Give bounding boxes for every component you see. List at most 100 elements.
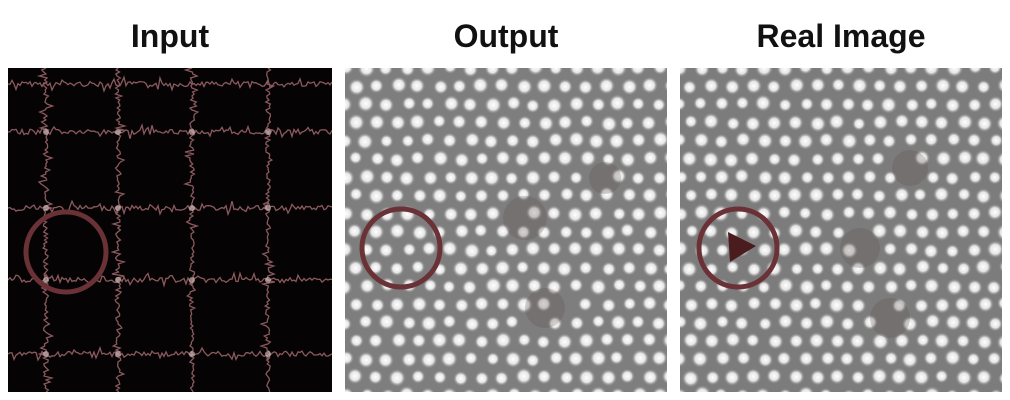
lattice-atom xyxy=(536,149,553,166)
lattice-atom xyxy=(976,79,991,95)
lattice-atom xyxy=(996,115,1002,132)
lattice-dark-patch xyxy=(503,196,547,240)
lattice-atom xyxy=(788,333,805,349)
lattice-atom xyxy=(933,296,951,314)
lattice-atom xyxy=(922,243,940,260)
lattice-atom xyxy=(986,203,1002,221)
lattice-atom xyxy=(987,170,1002,185)
lattice-atom xyxy=(693,169,709,184)
lattice-atom xyxy=(600,297,617,314)
lattice-atom xyxy=(966,387,982,392)
lattice-atom xyxy=(587,132,606,151)
lattice-atom xyxy=(987,68,1002,75)
lattice-atom xyxy=(349,333,364,349)
lattice-atom xyxy=(809,115,827,133)
lattice-atom xyxy=(400,133,415,148)
lattice-atom xyxy=(630,205,647,223)
lattice-atom xyxy=(955,369,973,387)
lattice-atom xyxy=(703,77,720,94)
lattice-atom xyxy=(527,387,543,392)
lattice-atom xyxy=(482,133,499,150)
lattice-atom xyxy=(807,186,826,204)
lattice-atom xyxy=(377,351,394,369)
lattice-atom xyxy=(515,78,533,96)
lattice-atom xyxy=(360,387,374,392)
input-highlight-circle xyxy=(23,209,109,295)
lattice-atom xyxy=(839,279,856,295)
lattice-atom xyxy=(848,332,866,350)
grid-intersection xyxy=(265,277,271,283)
lattice-atom xyxy=(914,258,932,275)
lattice-atom xyxy=(440,239,459,258)
lattice-atom xyxy=(839,316,856,332)
lattice-atom xyxy=(818,96,835,113)
lattice-atom xyxy=(956,187,972,202)
lattice-atom xyxy=(967,68,983,75)
lattice-atom xyxy=(956,148,974,167)
lattice-atom xyxy=(736,350,752,366)
lattice-atom xyxy=(829,261,846,277)
lattice-atom xyxy=(546,205,562,221)
grid-intersection xyxy=(189,351,195,357)
lattice-atom xyxy=(463,169,481,187)
lattice-atom xyxy=(715,314,730,329)
lattice-atom xyxy=(800,170,815,185)
lattice-atom xyxy=(934,369,949,384)
grid-intersection xyxy=(43,129,49,135)
lattice-atom xyxy=(546,169,562,185)
lattice-atom xyxy=(651,97,666,112)
lattice-atom xyxy=(694,68,710,77)
lattice-atom xyxy=(662,150,667,165)
lattice-atom xyxy=(945,68,964,78)
lattice-atom xyxy=(398,385,416,392)
lattice-atom xyxy=(388,369,406,387)
lattice-atom xyxy=(915,332,931,348)
lattice-atom xyxy=(693,385,712,392)
lattice-atom xyxy=(989,133,1002,148)
lattice-atom xyxy=(776,68,794,78)
lattice-atom xyxy=(430,331,449,349)
lattice-atom xyxy=(683,114,698,129)
lattice-atom xyxy=(704,296,720,312)
lattice-atom xyxy=(842,389,856,392)
lattice-atom xyxy=(587,205,605,222)
lattice-atom xyxy=(808,296,823,311)
lattice-atom xyxy=(680,206,689,223)
lattice-atom xyxy=(631,385,649,392)
lattice-atom xyxy=(935,260,951,276)
lattice-atom xyxy=(536,368,552,385)
lattice-atom xyxy=(819,387,833,392)
lattice-atom xyxy=(692,131,710,149)
lattice-atom xyxy=(912,368,931,387)
lattice-atom xyxy=(641,368,659,386)
lattice-atom xyxy=(798,350,815,367)
lattice-atom xyxy=(786,152,802,168)
lattice-atom xyxy=(903,132,919,147)
lattice-atom xyxy=(974,258,992,276)
lattice-atom xyxy=(883,68,900,77)
lattice-atom xyxy=(345,68,354,76)
lattice-atom xyxy=(871,259,889,277)
lattice-atom xyxy=(923,277,941,295)
lattice-atom xyxy=(442,206,460,223)
lattice-atom xyxy=(968,169,983,185)
lattice-dark-patch xyxy=(525,288,565,328)
lattice-atom xyxy=(556,149,574,167)
lattice-atom xyxy=(408,112,427,131)
real-highlight-circle xyxy=(696,206,780,290)
lattice-atom xyxy=(766,187,783,204)
lattice-atom xyxy=(557,78,573,95)
lattice-atom xyxy=(924,206,941,223)
lattice-atom xyxy=(619,115,635,131)
lattice-atom xyxy=(914,78,930,94)
grid-intersection xyxy=(189,205,195,211)
grid-trace-horizontal xyxy=(8,270,332,288)
lattice-atom xyxy=(526,277,543,294)
lattice-atom xyxy=(691,350,709,368)
lattice-atom xyxy=(767,152,782,167)
lattice-atom xyxy=(559,370,575,386)
lattice-atom xyxy=(663,225,667,239)
lattice-atom xyxy=(642,149,659,166)
lattice-atom xyxy=(504,314,520,329)
lattice-atom xyxy=(599,224,617,242)
